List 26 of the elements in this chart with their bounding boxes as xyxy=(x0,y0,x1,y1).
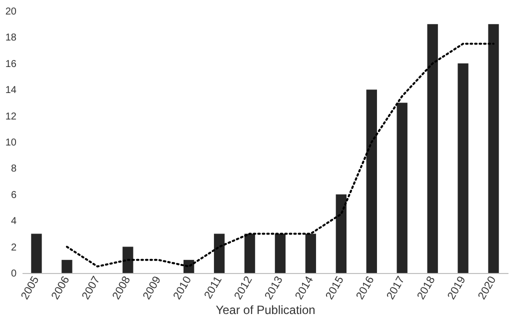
bar xyxy=(488,24,499,273)
bar xyxy=(305,234,316,273)
bar xyxy=(274,234,286,273)
bar xyxy=(458,63,468,273)
y-tick-label: 6 xyxy=(10,190,17,201)
y-tick-label: 12 xyxy=(5,111,17,122)
x-axis-title: Year of Publication xyxy=(216,303,316,318)
y-tick-label: 2 xyxy=(10,242,17,254)
y-tick-label: 0 xyxy=(10,268,17,280)
y-tick-label: 20 xyxy=(5,6,17,18)
bar xyxy=(122,246,134,273)
y-tick-label: 4 xyxy=(10,216,17,228)
bar xyxy=(366,90,377,273)
y-tick-label: 14 xyxy=(5,85,17,96)
bar xyxy=(31,234,42,273)
line-series xyxy=(66,42,495,268)
y-tick-label: 18 xyxy=(5,32,17,44)
bar xyxy=(396,102,408,273)
bar xyxy=(336,194,347,273)
bar xyxy=(62,260,72,273)
bar xyxy=(214,234,225,273)
bar xyxy=(427,24,438,273)
bar xyxy=(244,234,256,273)
y-tick-label: 16 xyxy=(5,58,17,70)
y-tick-label: 10 xyxy=(5,138,17,148)
y-tick-label: 8 xyxy=(10,164,17,175)
